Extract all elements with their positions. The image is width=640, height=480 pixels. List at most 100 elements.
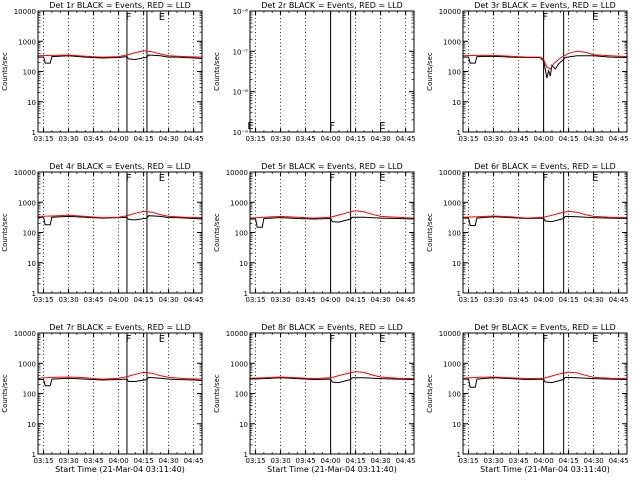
- y-tick-label: 1000: [443, 38, 461, 46]
- y-tick-label: 100: [23, 230, 36, 238]
- x-tick-label: 03:30: [270, 135, 290, 143]
- series-line-lld: [38, 371, 202, 380]
- x-tick-label: 03:15: [458, 135, 478, 143]
- x-tick-label: 03:15: [458, 296, 478, 304]
- x-tick-label: 04:45: [609, 457, 629, 465]
- marker-label: E: [159, 334, 165, 345]
- x-tick-label: 03:45: [83, 296, 103, 304]
- series-line-lld: [250, 210, 414, 219]
- x-tick-label: 04:45: [184, 296, 204, 304]
- y-tick-label: 100: [448, 230, 461, 238]
- x-tick-label: 04:15: [134, 135, 154, 143]
- x-tick-label: 04:30: [584, 135, 604, 143]
- y-tick-label: 1: [457, 290, 461, 298]
- plot-frame: [249, 10, 415, 133]
- x-tick-label: 03:15: [245, 457, 265, 465]
- y-tick-label: 1: [457, 451, 461, 459]
- x-tick-label: 04:30: [584, 457, 604, 465]
- y-tick-label: 10: [452, 260, 461, 268]
- x-tick-label: 03:45: [508, 457, 528, 465]
- y-tick-label: 100: [448, 69, 461, 77]
- marker-label: E: [159, 173, 165, 184]
- x-tick-label: 04:00: [321, 457, 341, 465]
- y-tick-label: 10000: [439, 330, 461, 338]
- y-tick-label: 1000: [18, 199, 36, 207]
- y-tick-label: 10000: [226, 169, 248, 177]
- series-line-events: [463, 215, 627, 226]
- marker-label: F: [126, 173, 132, 184]
- marker-label: E: [379, 173, 385, 184]
- x-tick-label: 04:15: [559, 457, 579, 465]
- y-axis-label: Counts/sec: [1, 374, 9, 413]
- y-axis-label: Counts/sec: [213, 213, 221, 252]
- x-tick-label: 04:00: [109, 296, 129, 304]
- marker-label: E: [592, 334, 598, 345]
- y-tick-label: 10⁻⁹: [233, 129, 249, 137]
- marker-label: F: [126, 12, 132, 23]
- plot-frame: [37, 10, 203, 133]
- plot-frame: [249, 171, 415, 294]
- y-tick-label: 10⁻⁸: [233, 89, 249, 97]
- plot-frame: [37, 332, 203, 455]
- panel-title: Det 8r BLACK = Events, RED = LLD: [261, 323, 403, 332]
- x-tick-label: 03:30: [483, 135, 503, 143]
- x-tick-label: 04:00: [534, 457, 554, 465]
- x-tick-label: 03:45: [83, 457, 103, 465]
- panel-det-4: Det 4r BLACK = Events, RED = LLD Counts/s…: [1, 162, 204, 304]
- x-tick-label: 03:15: [33, 457, 53, 465]
- y-tick-label: 10000: [439, 169, 461, 177]
- marker-label: F: [542, 334, 548, 345]
- x-tick-label: 04:15: [134, 457, 154, 465]
- y-tick-label: 1: [457, 129, 461, 137]
- series-line-lld: [250, 371, 414, 380]
- y-tick-label: 1000: [443, 199, 461, 207]
- x-tick-label: 04:45: [184, 135, 204, 143]
- marker-label: F: [542, 12, 548, 23]
- series-line-events: [463, 55, 627, 79]
- panel-det-3: Det 3r BLACK = Events, RED = LLD Counts/s…: [426, 1, 629, 143]
- series-line-lld: [38, 50, 202, 58]
- x-tick-label: 04:00: [109, 457, 129, 465]
- x-tick-label: 04:30: [159, 135, 179, 143]
- y-axis-label: Counts/sec: [1, 52, 9, 91]
- plot-frame: [249, 332, 415, 455]
- series-line-events: [38, 54, 202, 64]
- x-tick-label: 04:15: [134, 296, 154, 304]
- x-tick-label: 03:45: [295, 135, 315, 143]
- y-tick-label: 10: [452, 421, 461, 429]
- x-tick-label: 04:30: [159, 296, 179, 304]
- x-tick-label: 03:15: [245, 135, 265, 143]
- x-tick-label: 04:00: [534, 296, 554, 304]
- series-line-events: [250, 377, 414, 384]
- plot-frame: [462, 171, 628, 294]
- y-tick-label: 1: [32, 129, 36, 137]
- y-tick-label: 10: [239, 421, 248, 429]
- series-line-events: [250, 216, 414, 228]
- x-tick-label: 03:15: [33, 135, 53, 143]
- y-axis-label: Counts/sec: [1, 213, 9, 252]
- x-tick-label: 04:15: [346, 457, 366, 465]
- y-tick-label: 1: [244, 451, 248, 459]
- panel-det-9: Det 9r BLACK = Events, RED = LLD Counts/s…: [426, 323, 629, 474]
- panel-title: Det 7r BLACK = Events, RED = LLD: [49, 323, 191, 332]
- marker-label: E: [379, 334, 385, 345]
- x-tick-label: 03:45: [508, 296, 528, 304]
- y-tick-label: 1: [32, 451, 36, 459]
- series-line-lld: [463, 210, 627, 219]
- x-tick-label: 04:45: [396, 457, 416, 465]
- x-tick-label: 04:45: [609, 296, 629, 304]
- series-line-events: [38, 376, 202, 387]
- y-axis-label: Counts/sec: [426, 213, 434, 252]
- y-tick-label: 10000: [226, 330, 248, 338]
- y-tick-label: 1000: [443, 360, 461, 368]
- y-tick-label: 1000: [18, 360, 36, 368]
- x-tick-label: 04:00: [534, 135, 554, 143]
- panel-title: Det 3r BLACK = Events, RED = LLD: [474, 1, 616, 10]
- x-tick-label: 04:00: [321, 135, 341, 143]
- marker-label: E: [592, 173, 598, 184]
- y-tick-label: 100: [448, 391, 461, 399]
- x-tick-label: 04:30: [159, 457, 179, 465]
- x-axis-label: Start Time (21-Mar-04 03:11:40): [267, 465, 397, 474]
- x-tick-label: 04:45: [184, 457, 204, 465]
- marker-label: E: [592, 12, 598, 23]
